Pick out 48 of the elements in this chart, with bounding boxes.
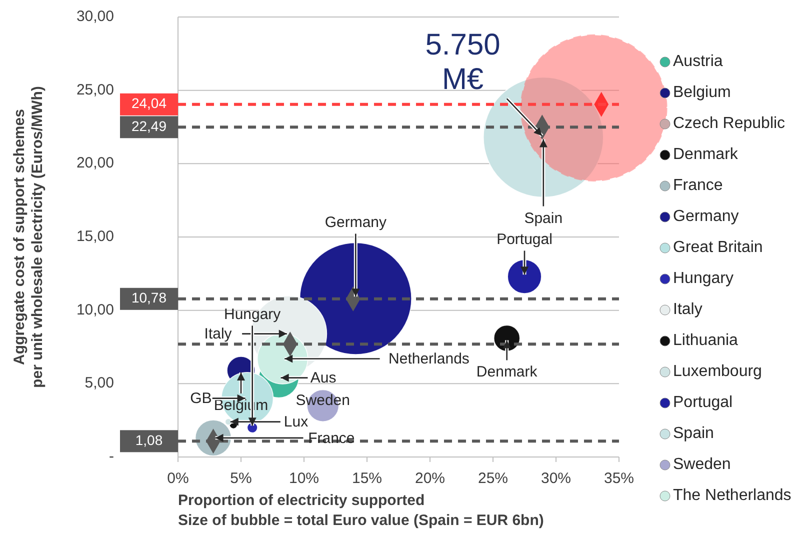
y-tick-label: 10,00 bbox=[76, 301, 114, 318]
annotation: Sweden bbox=[296, 392, 350, 409]
x-tick-label: 5% bbox=[230, 470, 252, 487]
legend-label: Italy bbox=[673, 301, 702, 318]
legend-label: Sweden bbox=[673, 456, 731, 474]
x-tick-label: 35% bbox=[604, 470, 634, 487]
legend-label: Luxembourg bbox=[673, 363, 762, 380]
annotation: Lux bbox=[284, 414, 309, 431]
y-tick-label: 25,00 bbox=[76, 81, 114, 98]
annotation: Spain bbox=[524, 210, 563, 227]
annotation: Aus bbox=[310, 370, 336, 387]
x-tick-label: 20% bbox=[414, 470, 446, 487]
x-axis-title: Proportion of electricity supported Size of bubble = total Euro value (Spain = EUR 6bn) bbox=[178, 492, 544, 529]
annotation: Netherlands bbox=[388, 350, 470, 368]
y-axis-title: Aggregate cost of support schemes per unit wholesale electricity (Euros/MWh) bbox=[11, 86, 46, 388]
y-tick-label: - bbox=[109, 448, 114, 465]
x-tick-label: 10% bbox=[288, 470, 320, 487]
legend-label: Belgium bbox=[673, 84, 731, 102]
ref-line-label: 1,08 bbox=[135, 432, 163, 448]
legend-label: Spain bbox=[673, 425, 714, 442]
ref-line-label: 10,78 bbox=[131, 290, 167, 306]
annotation: Italy bbox=[204, 326, 232, 343]
legend-label: France bbox=[673, 177, 723, 194]
x-tick-label: 25% bbox=[478, 470, 508, 487]
legend-label: Portugal bbox=[673, 394, 733, 412]
x-tick-label: 30% bbox=[540, 470, 572, 487]
legend-label: Czech Republic bbox=[673, 115, 786, 132]
y-tick-label: 5,00 bbox=[84, 374, 114, 392]
y-tick-label: 20,00 bbox=[76, 154, 114, 172]
y-tick-label: 30,00 bbox=[76, 8, 114, 25]
legend-label: The Netherlands bbox=[673, 487, 792, 504]
legend-label: Denmark bbox=[673, 146, 739, 164]
annotation: Hungary bbox=[224, 306, 282, 323]
legend-label: Great Britain bbox=[673, 239, 763, 256]
legend-label: Lithuania bbox=[673, 332, 738, 350]
legend-label: Austria bbox=[673, 53, 723, 70]
annotation: Denmark bbox=[476, 364, 538, 381]
x-tick-label: 15% bbox=[352, 470, 382, 487]
legend-label: Germany bbox=[673, 208, 739, 226]
legend-label: Hungary bbox=[673, 270, 734, 288]
ref-line-label: 24,04 bbox=[131, 95, 167, 112]
ref-line-label: 22,49 bbox=[131, 118, 167, 134]
annotation: 5.750 M€ bbox=[425, 28, 500, 96]
annotation: GB bbox=[190, 390, 212, 408]
annotation: Germany bbox=[324, 214, 387, 231]
y-tick-label: 15,00 bbox=[76, 228, 114, 245]
x-tick-label: 0% bbox=[167, 470, 189, 487]
annotation: Portugal bbox=[496, 230, 552, 248]
